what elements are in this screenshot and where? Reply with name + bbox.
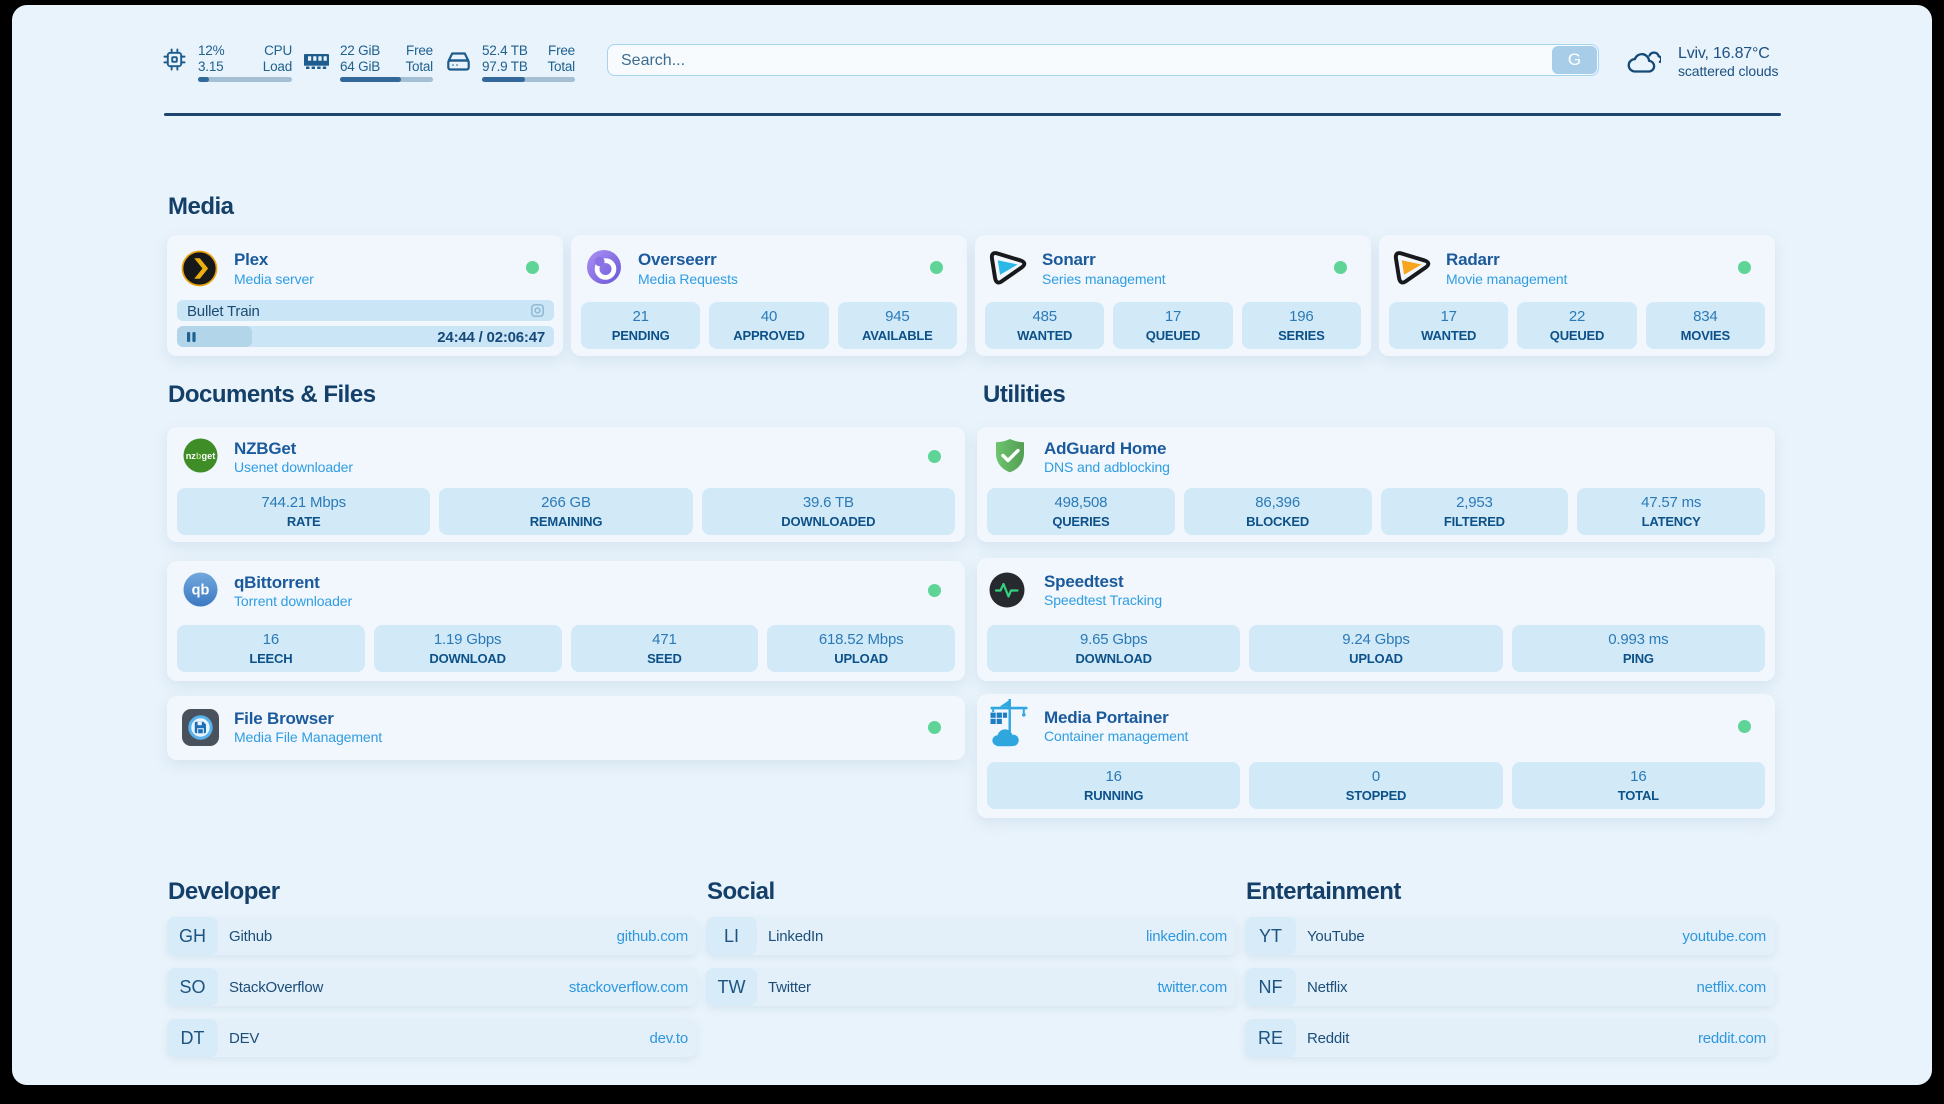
svg-text:nzbget: nzbget [186,451,216,461]
svg-text:qb: qb [192,583,210,599]
